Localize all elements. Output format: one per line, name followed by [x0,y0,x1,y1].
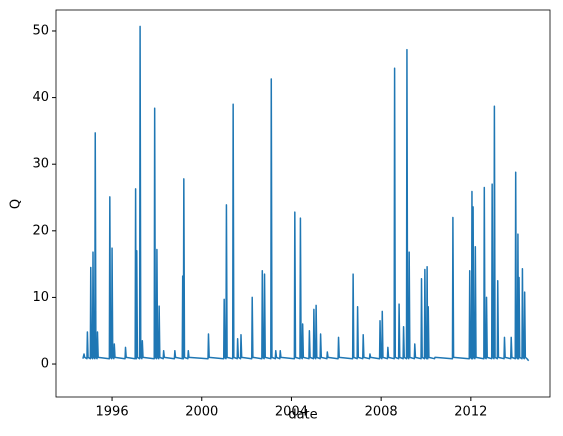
y-tick-label: 40 [32,90,49,105]
x-tick-label: 2012 [454,405,487,420]
x-tick-label: 1996 [96,405,129,420]
y-tick-label: 50 [32,23,49,38]
y-tick-label: 0 [41,357,49,372]
x-axis-label: date [288,408,317,423]
plot-frame [55,9,551,398]
y-axis-label: Q [9,199,24,209]
data-line [82,25,530,362]
y-tick-label: 10 [32,290,49,305]
y-tick-label: 20 [32,223,49,238]
x-tick-label: 2008 [365,405,398,420]
x-tick-label: 2000 [185,405,218,420]
y-tick-label: 30 [32,157,49,172]
x-tick-label: 2004 [275,405,308,420]
